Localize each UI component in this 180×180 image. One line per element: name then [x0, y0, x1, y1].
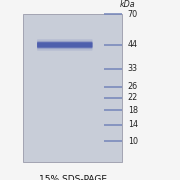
FancyBboxPatch shape	[37, 39, 93, 51]
Bar	[104, 86, 122, 88]
Bar	[104, 44, 122, 46]
Bar	[104, 68, 122, 70]
Text: 14: 14	[128, 120, 138, 129]
FancyBboxPatch shape	[37, 42, 93, 48]
Text: 22: 22	[128, 93, 138, 102]
Bar	[104, 140, 122, 142]
FancyBboxPatch shape	[37, 41, 93, 49]
Text: 18: 18	[128, 105, 138, 114]
Bar	[104, 124, 122, 126]
Bar	[23, 14, 122, 162]
Bar	[104, 97, 122, 99]
Text: 26: 26	[128, 82, 138, 91]
Text: 15% SDS-PAGE: 15% SDS-PAGE	[39, 175, 107, 180]
Bar	[104, 109, 122, 111]
Text: 70: 70	[128, 10, 138, 19]
Bar	[104, 13, 122, 15]
Text: 44: 44	[128, 40, 138, 50]
Text: 33: 33	[128, 64, 138, 73]
Text: 10: 10	[128, 137, 138, 146]
Text: kDa: kDa	[120, 0, 135, 9]
